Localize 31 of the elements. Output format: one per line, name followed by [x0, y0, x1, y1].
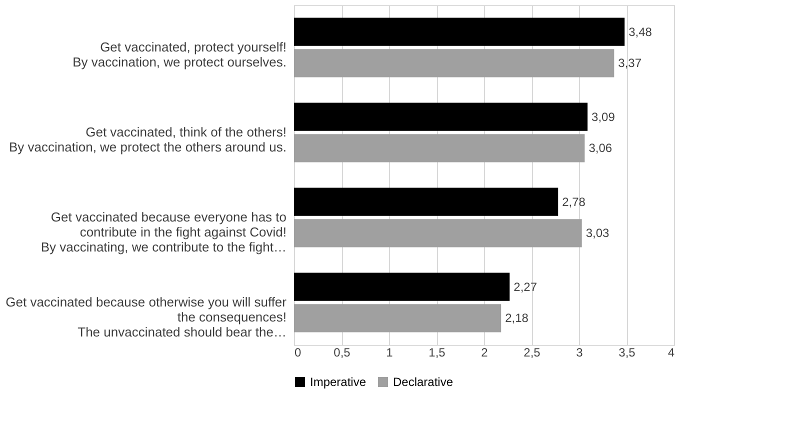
x-tick-label: 2 [481, 346, 488, 360]
data-label: 2,27 [514, 280, 538, 294]
x-tick-label: 2,5 [524, 346, 541, 360]
legend-label: Declarative [393, 375, 454, 389]
x-tick-label: 1,5 [428, 346, 446, 360]
data-label: 3,37 [618, 56, 642, 70]
y-tick-label: Get vaccinated, protect yourself! By vaccination, we protect ourselves. [72, 40, 286, 70]
legend-label: Imperative [310, 375, 366, 389]
data-label: 3,03 [586, 226, 610, 240]
bar [294, 49, 614, 78]
x-tick-label: 3 [576, 346, 584, 360]
x-tick-label: 4 [668, 346, 675, 360]
y-tick-label: Get vaccinated, think of the others! By vaccination, we protect the others around us. [9, 124, 286, 154]
data-label: 2,18 [505, 311, 529, 326]
x-tick-label: 0,5 [334, 346, 351, 360]
y-tick-label: Get vaccinated because everyone has to contribute in the fight against Covid! By vaccinating, we contribute to the fight… [40, 210, 286, 254]
bar [294, 134, 585, 162]
data-label: 2,78 [562, 194, 586, 209]
bar [294, 304, 502, 332]
bar [294, 102, 588, 131]
bar [294, 219, 582, 248]
data-label: 3,06 [588, 141, 612, 156]
x-tick-label: 1 [386, 346, 394, 360]
bar [294, 18, 625, 46]
y-tick-label: Get vaccinated because otherwise you will suffer the consequences! The unvaccinated should bear the… [6, 294, 288, 340]
data-label: 3,48 [628, 24, 652, 39]
x-tick-label: 0 [294, 346, 302, 360]
bar [294, 272, 510, 301]
bar [294, 188, 558, 216]
x-tick-label: 3,5 [618, 346, 636, 360]
data-label: 3,09 [592, 110, 616, 124]
